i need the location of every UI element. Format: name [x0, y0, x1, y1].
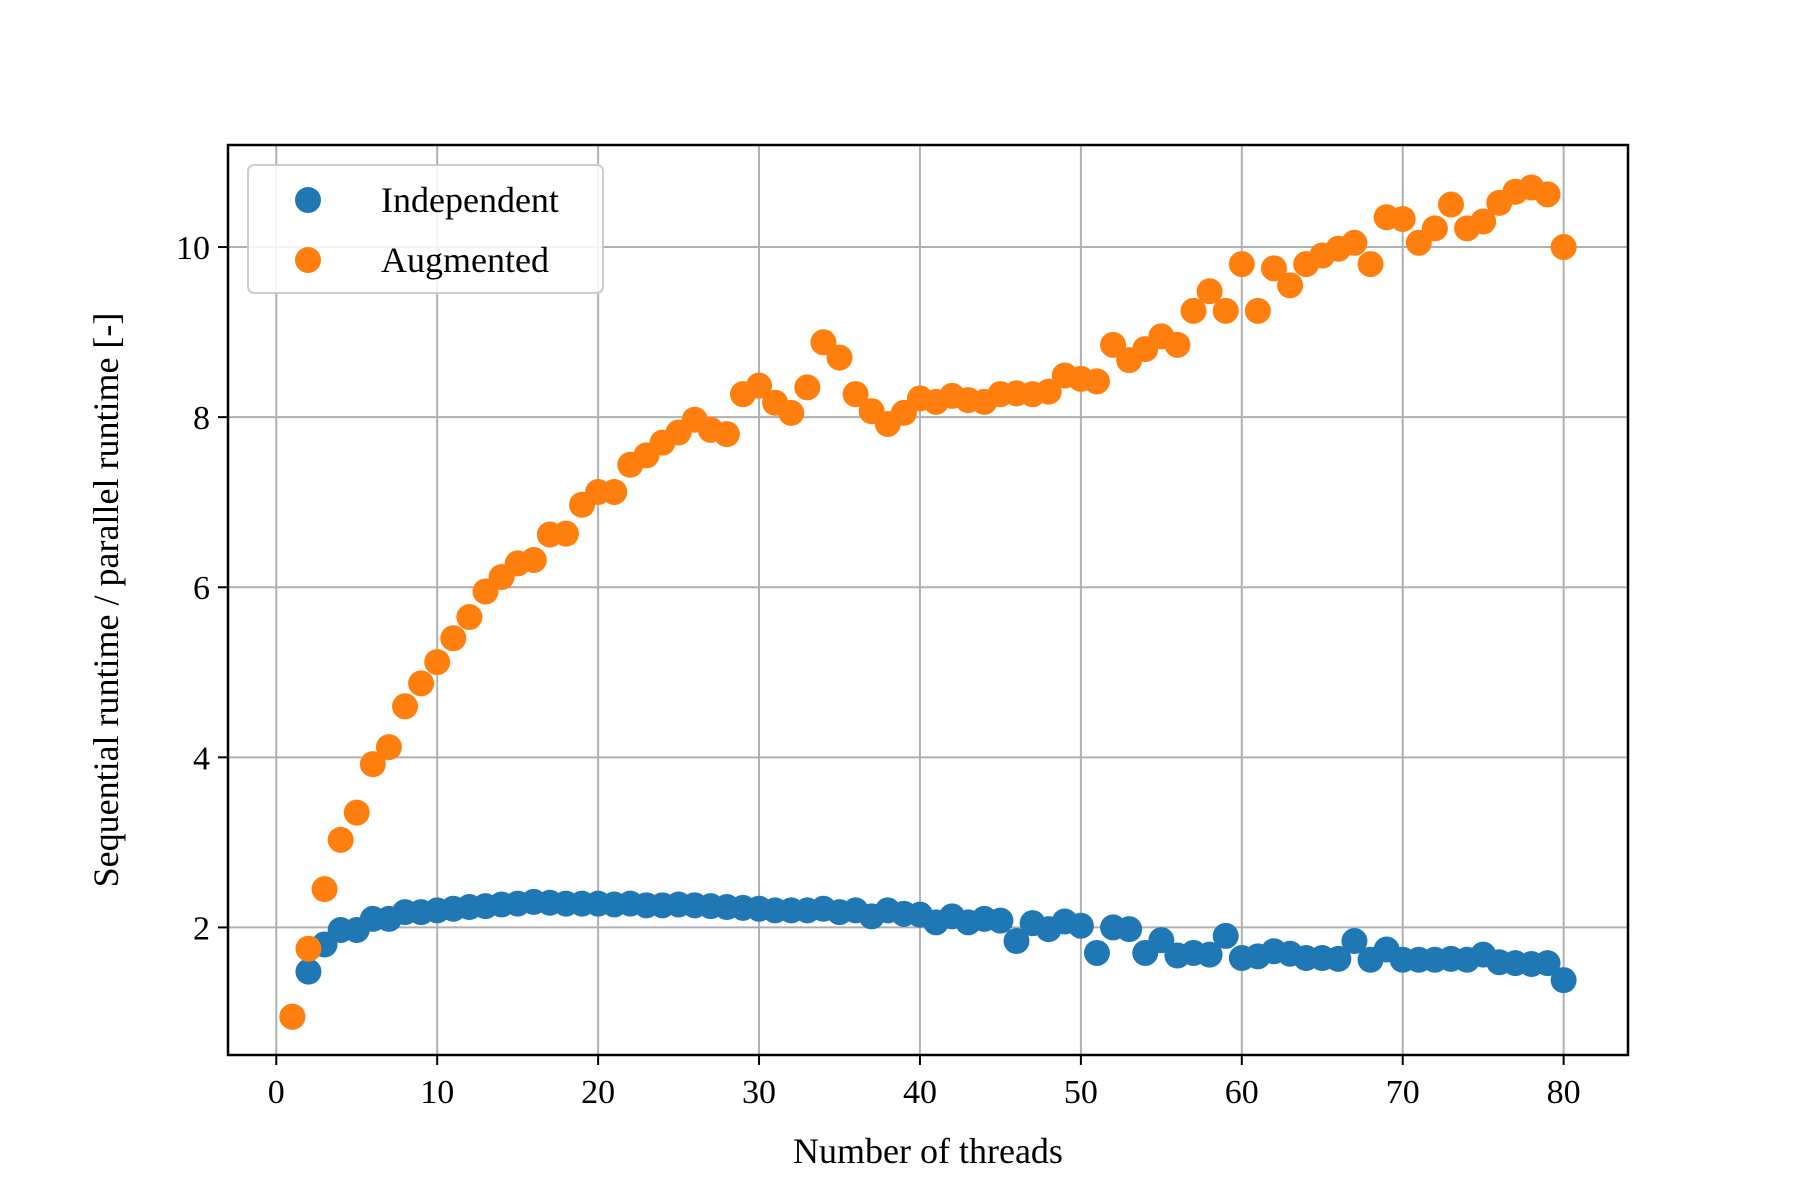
series-independent	[279, 888, 1577, 1030]
data-point-augmented	[456, 604, 483, 631]
data-point-augmented	[842, 381, 869, 408]
data-point-independent	[1341, 928, 1368, 955]
data-point-augmented	[746, 372, 773, 399]
data-point-augmented	[1244, 297, 1271, 324]
data-point-augmented	[408, 670, 435, 697]
data-point-augmented	[1437, 191, 1464, 218]
x-tick-label: 40	[903, 1074, 937, 1111]
data-point-augmented	[520, 547, 547, 574]
axis-ticks: 0 10 20 30 40 50 60 70 80 2 4 6 8 10	[176, 230, 1581, 1111]
data-point-augmented	[1100, 331, 1127, 358]
data-point-independent	[1148, 927, 1175, 954]
data-point-independent	[1083, 939, 1110, 966]
y-tick-label: 8	[193, 400, 210, 437]
data-point-independent	[295, 958, 322, 985]
data-point-augmented	[826, 344, 853, 371]
data-point-augmented	[311, 876, 338, 903]
data-point-augmented	[375, 734, 402, 761]
data-points	[279, 174, 1577, 1030]
data-point-independent	[1212, 922, 1239, 949]
legend-label-augmented: Augmented	[381, 240, 549, 280]
series-augmented	[279, 174, 1577, 1030]
data-point-independent	[1534, 950, 1561, 977]
plot-frame	[226, 143, 1630, 1057]
data-point-augmented	[440, 625, 467, 652]
y-tick-label: 2	[193, 910, 210, 947]
legend: Independent Augmented	[247, 164, 604, 294]
data-point-independent	[1116, 916, 1143, 943]
data-point-augmented	[1260, 255, 1287, 282]
data-point-independent	[1067, 912, 1094, 939]
data-point-augmented	[1083, 368, 1110, 395]
x-tick-label: 10	[420, 1074, 454, 1111]
x-tick-label: 0	[268, 1074, 285, 1111]
data-point-augmented	[1277, 272, 1304, 299]
y-tick-label: 10	[176, 230, 210, 267]
y-tick-label: 4	[193, 740, 210, 777]
legend-marker-independent	[295, 187, 321, 213]
data-point-augmented	[1470, 208, 1497, 235]
x-tick-label: 50	[1064, 1074, 1098, 1111]
data-point-augmented	[1550, 234, 1577, 261]
legend-label-independent: Independent	[381, 180, 559, 220]
x-tick-label: 60	[1225, 1074, 1259, 1111]
data-point-augmented	[1035, 378, 1062, 405]
data-point-augmented	[1341, 229, 1368, 256]
data-point-independent	[1003, 928, 1030, 955]
data-point-augmented	[424, 649, 451, 676]
data-point-augmented	[1196, 278, 1223, 305]
data-point-augmented	[392, 693, 419, 720]
y-tick-label: 6	[193, 570, 210, 607]
x-axis-label: Number of threads	[793, 1131, 1063, 1171]
x-tick-label: 70	[1386, 1074, 1420, 1111]
data-point-augmented	[1421, 215, 1448, 242]
data-point-independent	[1550, 967, 1577, 994]
legend-box	[247, 164, 604, 294]
data-point-augmented	[778, 399, 805, 426]
data-point-augmented	[1357, 251, 1384, 278]
data-point-augmented	[1534, 181, 1561, 208]
data-point-independent	[1325, 945, 1352, 972]
data-point-augmented	[794, 374, 821, 401]
y-axis-label: Sequential runtime / parallel runtime [-…	[86, 313, 126, 888]
data-point-augmented	[552, 520, 579, 547]
data-point-augmented	[810, 329, 837, 356]
data-point-augmented	[1389, 205, 1416, 232]
data-point-augmented	[601, 478, 628, 505]
data-point-augmented	[1180, 297, 1207, 324]
data-point-augmented	[1164, 331, 1191, 358]
data-point-augmented	[1212, 297, 1239, 324]
x-tick-label: 30	[742, 1074, 776, 1111]
data-point-augmented	[1228, 251, 1255, 278]
data-point-augmented	[279, 1003, 306, 1030]
data-point-augmented	[359, 751, 386, 778]
legend-marker-augmented	[295, 247, 321, 273]
data-point-augmented	[327, 826, 354, 853]
data-point-augmented	[713, 421, 740, 448]
x-tick-label: 80	[1547, 1074, 1581, 1111]
data-point-augmented	[343, 799, 370, 826]
data-point-independent	[987, 907, 1014, 934]
data-point-augmented	[295, 935, 322, 962]
data-point-independent	[1196, 941, 1223, 968]
x-tick-label: 20	[581, 1074, 615, 1111]
